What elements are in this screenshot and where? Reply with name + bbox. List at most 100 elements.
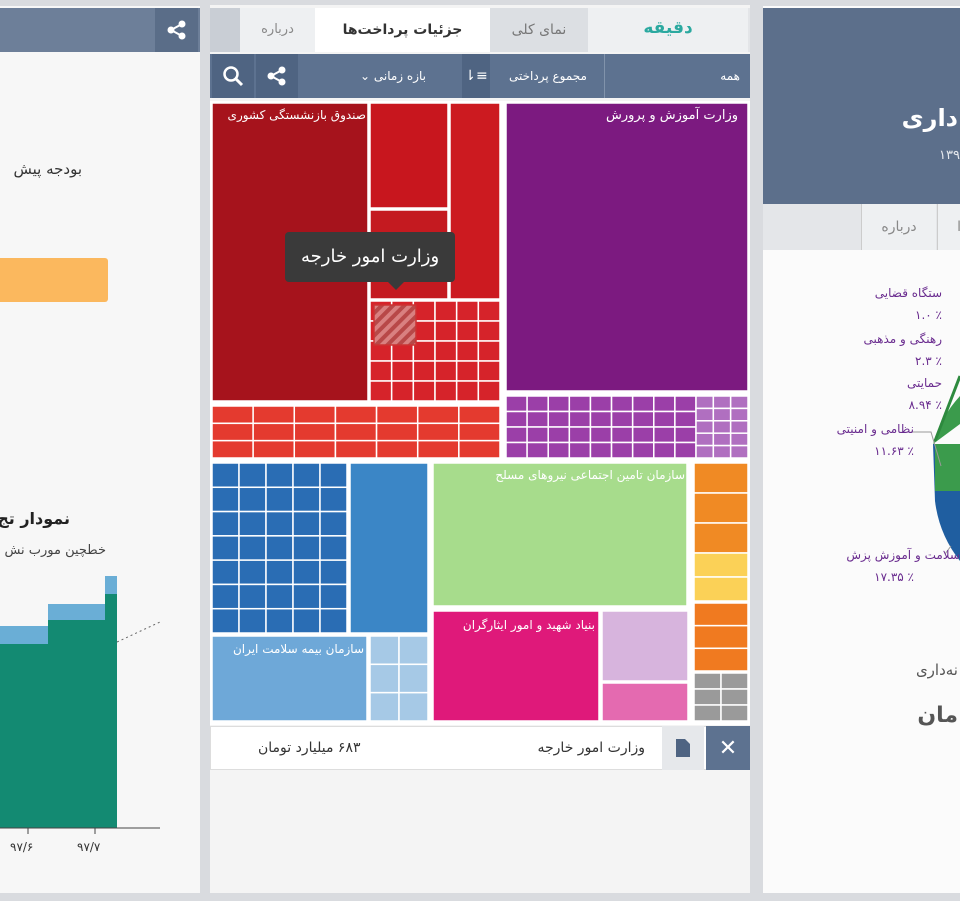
treemap-cell[interactable] bbox=[211, 462, 240, 489]
treemap-cell[interactable] bbox=[547, 410, 571, 428]
treemap-cell[interactable] bbox=[693, 522, 749, 554]
treemap-cell[interactable] bbox=[398, 691, 429, 722]
treemap-cell[interactable] bbox=[369, 360, 393, 382]
treemap-cell[interactable] bbox=[729, 432, 749, 447]
treemap-cell[interactable] bbox=[211, 486, 240, 513]
treemap-cell[interactable] bbox=[505, 395, 528, 413]
treemap-cell[interactable] bbox=[238, 583, 267, 610]
treemap-cell[interactable] bbox=[589, 395, 613, 413]
treemap-cell[interactable] bbox=[693, 647, 749, 672]
treemap-cell[interactable] bbox=[292, 535, 321, 561]
treemap-cell[interactable] bbox=[238, 535, 267, 561]
treemap-block[interactable] bbox=[601, 682, 689, 722]
treemap-cell[interactable] bbox=[712, 420, 732, 434]
treemap-cell[interactable] bbox=[293, 439, 337, 459]
tab-about[interactable]: درباره bbox=[861, 204, 936, 250]
treemap-cell[interactable] bbox=[505, 441, 528, 459]
treemap-cell[interactable] bbox=[211, 439, 254, 459]
treemap-block[interactable] bbox=[369, 102, 449, 209]
treemap-cell[interactable] bbox=[369, 380, 393, 402]
treemap-block[interactable] bbox=[349, 462, 429, 634]
treemap-cell[interactable] bbox=[434, 360, 458, 382]
treemap-cell[interactable] bbox=[319, 535, 348, 561]
treemap-cell[interactable] bbox=[319, 462, 348, 489]
treemap-cell[interactable] bbox=[319, 583, 348, 610]
treemap-cell[interactable] bbox=[211, 559, 240, 586]
treemap-cell[interactable] bbox=[319, 607, 348, 634]
treemap-cell[interactable] bbox=[712, 432, 732, 447]
treemap-cell[interactable] bbox=[695, 395, 715, 410]
treemap-cell[interactable] bbox=[695, 444, 715, 459]
treemap-block[interactable] bbox=[432, 462, 688, 607]
treemap-cell[interactable] bbox=[211, 535, 240, 561]
treemap-cell[interactable] bbox=[412, 360, 436, 382]
treemap-cell[interactable] bbox=[631, 426, 655, 444]
treemap-cell[interactable] bbox=[693, 672, 722, 690]
treemap-cell[interactable] bbox=[695, 407, 715, 422]
treemap-cell[interactable] bbox=[265, 486, 294, 513]
treemap-cell[interactable] bbox=[319, 486, 348, 513]
treemap-cell[interactable] bbox=[458, 439, 501, 459]
treemap-cell[interactable] bbox=[434, 320, 458, 342]
treemap-cell[interactable] bbox=[319, 559, 348, 586]
treemap-cell[interactable] bbox=[653, 441, 676, 459]
treemap-cell[interactable] bbox=[292, 559, 321, 586]
treemap-block[interactable] bbox=[505, 102, 749, 392]
period-dropdown[interactable]: بازه زمانی ⌄ bbox=[360, 69, 426, 83]
treemap-cell[interactable] bbox=[526, 426, 549, 444]
treemap-cell[interactable] bbox=[252, 405, 296, 425]
treemap-cell[interactable] bbox=[693, 704, 722, 722]
treemap-cell[interactable] bbox=[238, 486, 267, 513]
tab-about[interactable]: درباره bbox=[240, 8, 315, 52]
treemap-cell[interactable] bbox=[477, 360, 501, 382]
treemap-cell[interactable] bbox=[610, 441, 634, 459]
close-button[interactable]: ✕ bbox=[706, 726, 750, 770]
treemap-cell[interactable] bbox=[729, 407, 749, 422]
treemap-cell[interactable] bbox=[568, 410, 592, 428]
treemap-cell[interactable] bbox=[729, 444, 749, 459]
treemap-cell[interactable] bbox=[693, 576, 749, 602]
treemap-cell[interactable] bbox=[526, 395, 549, 413]
treemap-cell[interactable] bbox=[477, 320, 501, 342]
treemap-cell[interactable] bbox=[589, 441, 613, 459]
treemap-cell[interactable] bbox=[292, 462, 321, 489]
treemap-cell[interactable] bbox=[526, 441, 549, 459]
treemap-cell[interactable] bbox=[375, 439, 419, 459]
treemap-block[interactable] bbox=[601, 610, 689, 682]
treemap-cell[interactable] bbox=[712, 395, 732, 410]
treemap-cell[interactable] bbox=[477, 300, 501, 322]
treemap-cell[interactable] bbox=[369, 663, 400, 694]
treemap-cell[interactable] bbox=[211, 405, 254, 425]
treemap-cell[interactable] bbox=[238, 462, 267, 489]
treemap-cell[interactable] bbox=[455, 380, 480, 402]
treemap-cell[interactable] bbox=[610, 395, 634, 413]
treemap-cell[interactable] bbox=[568, 441, 592, 459]
treemap-cell[interactable] bbox=[390, 380, 415, 402]
treemap-cell[interactable] bbox=[693, 462, 749, 494]
treemap-cell[interactable] bbox=[505, 410, 528, 428]
treemap-cell[interactable] bbox=[693, 492, 749, 524]
treemap-cell[interactable] bbox=[729, 420, 749, 434]
treemap-cell[interactable] bbox=[211, 422, 254, 442]
treemap-cell[interactable] bbox=[238, 510, 267, 537]
treemap-cell[interactable] bbox=[293, 422, 337, 442]
treemap-cell[interactable] bbox=[674, 441, 697, 459]
treemap-cell[interactable] bbox=[292, 486, 321, 513]
treemap-cell[interactable] bbox=[477, 380, 501, 402]
treemap-cell[interactable] bbox=[416, 422, 460, 442]
treemap-block[interactable] bbox=[432, 610, 600, 722]
treemap-cell[interactable] bbox=[547, 426, 571, 444]
treemap-cell[interactable] bbox=[693, 602, 749, 627]
treemap-cell[interactable] bbox=[695, 420, 715, 434]
treemap-cell[interactable] bbox=[610, 410, 634, 428]
treemap-block[interactable] bbox=[211, 635, 368, 722]
treemap-cell[interactable] bbox=[455, 340, 480, 362]
treemap-cell[interactable] bbox=[455, 360, 480, 382]
treemap-cell[interactable] bbox=[695, 432, 715, 447]
treemap-cell[interactable] bbox=[292, 583, 321, 610]
treemap-cell[interactable] bbox=[265, 559, 294, 586]
treemap-cell[interactable] bbox=[238, 607, 267, 634]
treemap-cell[interactable] bbox=[693, 552, 749, 578]
treemap-cell[interactable] bbox=[631, 441, 655, 459]
measure-select[interactable]: مجموع پرداختی bbox=[492, 54, 605, 98]
